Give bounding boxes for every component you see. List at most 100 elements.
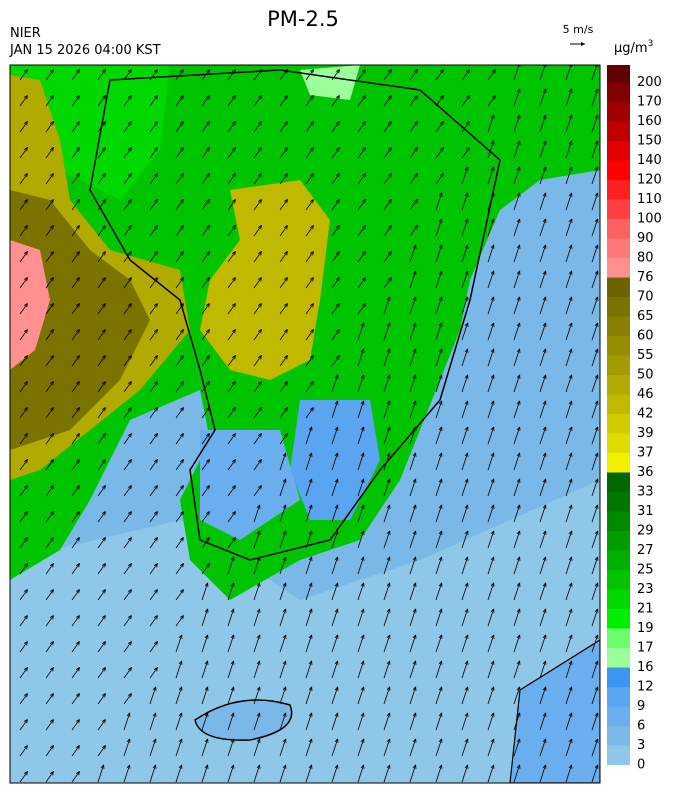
wind-arrow-head bbox=[127, 121, 132, 126]
wind-arrow bbox=[19, 745, 28, 757]
wind-arrow-head bbox=[465, 69, 470, 74]
colorbar-label: 46 bbox=[637, 387, 654, 402]
wind-arrow-head bbox=[153, 615, 158, 620]
wind-arrow-head bbox=[282, 582, 287, 587]
wind-arrow bbox=[149, 121, 158, 133]
wind-arrow-head bbox=[282, 530, 287, 535]
colorbar-swatch bbox=[607, 511, 630, 531]
wind-arrow bbox=[383, 712, 391, 731]
wind-arrow bbox=[331, 686, 339, 705]
wind-arrow bbox=[149, 433, 158, 445]
wind-arrow bbox=[149, 95, 158, 107]
wind-arrow-head bbox=[360, 634, 365, 639]
wind-arrow bbox=[591, 296, 599, 315]
wind-arrow-head bbox=[490, 400, 495, 405]
wind-arrow bbox=[71, 199, 80, 211]
wind-arrow-head bbox=[179, 277, 184, 282]
wind-arrow bbox=[123, 69, 132, 81]
wind-arrow-head bbox=[308, 582, 313, 587]
wind-arrow-head bbox=[412, 400, 417, 405]
haze-olive bbox=[10, 190, 150, 450]
colorbar-label: 9 bbox=[637, 699, 645, 714]
wind-arrow bbox=[383, 251, 392, 263]
wind-arrow bbox=[487, 608, 495, 627]
wind-arrow bbox=[175, 634, 183, 653]
wind-arrow bbox=[305, 95, 314, 107]
wind-arrow-head bbox=[256, 582, 261, 587]
wind-arrow-head bbox=[282, 764, 287, 769]
wind-arrow-head bbox=[127, 485, 132, 490]
wind-arrow-head bbox=[594, 478, 599, 483]
wind-arrow-head bbox=[516, 504, 521, 509]
wind-arrow bbox=[201, 277, 210, 289]
wind-arrow-head bbox=[490, 452, 495, 457]
wind-arrow-head bbox=[49, 615, 54, 620]
wind-arrow bbox=[279, 478, 287, 497]
wind-arrow-head bbox=[75, 303, 80, 308]
wind-arrow bbox=[71, 407, 80, 419]
wind-arrow-head bbox=[49, 303, 54, 308]
wind-arrow bbox=[539, 374, 547, 393]
wind-arrow-head bbox=[516, 192, 521, 197]
wind-arrow-head bbox=[309, 173, 314, 178]
wind-arrow-head bbox=[205, 173, 210, 178]
wind-arrow bbox=[279, 686, 287, 705]
wind-arrow-head bbox=[334, 608, 339, 613]
wind-arrow-head bbox=[413, 147, 418, 152]
wind-arrow bbox=[383, 69, 392, 81]
wind-arrow bbox=[513, 218, 521, 237]
wind-arrow-head bbox=[335, 355, 340, 360]
wind-arrow-head bbox=[126, 712, 131, 717]
wind-arrow-head bbox=[309, 147, 314, 152]
wind-arrow bbox=[565, 400, 573, 419]
wind-arrow bbox=[591, 530, 599, 549]
wind-arrow-head bbox=[387, 277, 392, 282]
wind-arrow bbox=[487, 764, 495, 783]
wind-arrow-head bbox=[230, 556, 235, 561]
wind-arrow-head bbox=[49, 719, 54, 724]
wind-arrow-head bbox=[282, 504, 287, 509]
wind-arrow bbox=[435, 712, 443, 731]
wind-arrow-head bbox=[257, 485, 262, 490]
wind-arrow-head bbox=[490, 296, 495, 301]
wind-arrow-head bbox=[283, 355, 288, 360]
colorbar-swatch bbox=[607, 199, 630, 219]
wind-arrow-head bbox=[257, 329, 262, 334]
wind-arrow-head bbox=[516, 660, 521, 665]
wind-arrow-head bbox=[412, 296, 417, 301]
wind-arrow bbox=[487, 192, 495, 211]
wind-arrow bbox=[513, 556, 521, 575]
wind-arrow bbox=[123, 667, 132, 679]
wind-arrow bbox=[227, 582, 235, 601]
wind-arrow bbox=[435, 192, 443, 211]
wind-arrow bbox=[227, 69, 236, 81]
colorbar-label: 60 bbox=[637, 329, 654, 344]
wind-arrow-head bbox=[101, 693, 106, 698]
wind-arrow bbox=[305, 199, 314, 211]
wind-arrow bbox=[19, 303, 28, 315]
wind-arrow bbox=[565, 504, 573, 523]
wind-arrow bbox=[409, 452, 417, 471]
wind-arrow bbox=[305, 530, 313, 549]
wind-arrow bbox=[253, 433, 262, 445]
wind-arrow bbox=[461, 660, 469, 679]
wind-arrow-head bbox=[257, 433, 262, 438]
colorbar-label: 16 bbox=[637, 660, 654, 675]
colorbar-label: 140 bbox=[637, 153, 662, 168]
wind-arrow bbox=[513, 452, 521, 471]
wind-arrow bbox=[565, 296, 573, 315]
wind-arrow bbox=[201, 738, 209, 757]
wind-arrow bbox=[565, 530, 573, 549]
wind-arrow-head bbox=[256, 634, 261, 639]
wind-arrow-head bbox=[491, 69, 496, 74]
wind-arrow-head bbox=[568, 114, 573, 119]
wind-arrow bbox=[383, 199, 392, 211]
wind-arrow-head bbox=[334, 764, 339, 769]
wind-arrow bbox=[149, 459, 158, 471]
wind-arrow-head bbox=[127, 641, 132, 646]
wind-arrow bbox=[45, 641, 54, 653]
unit: μg/m3 bbox=[614, 39, 653, 56]
wind-arrow bbox=[45, 693, 54, 705]
wind-arrow bbox=[305, 426, 313, 445]
wind-arrow bbox=[409, 296, 417, 315]
